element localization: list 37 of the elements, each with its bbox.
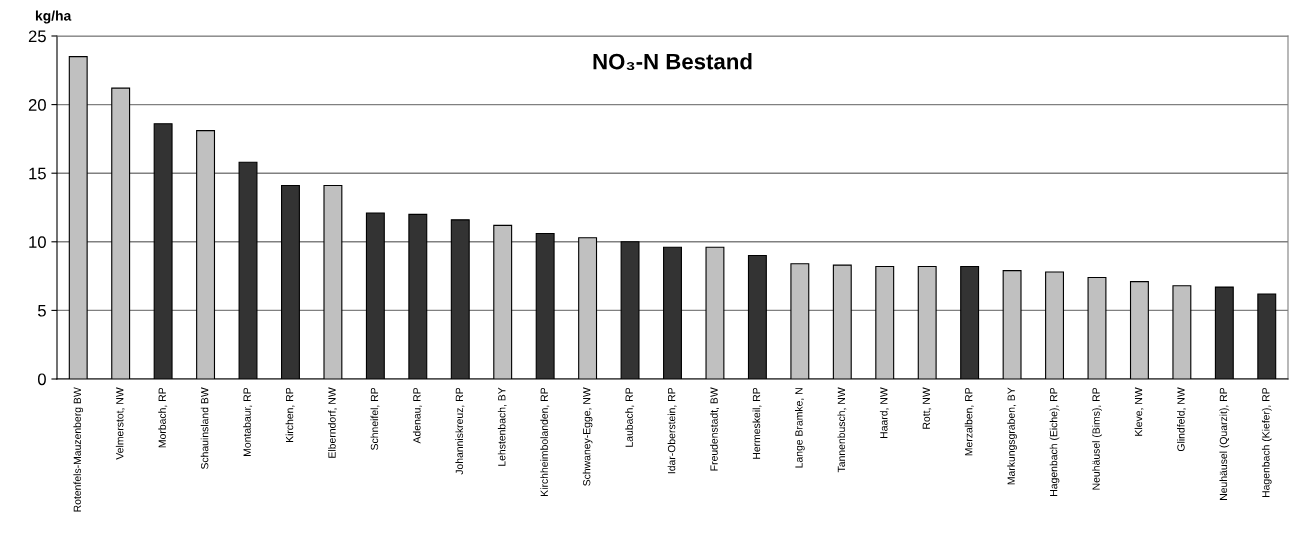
x-tick-label: Montabaur, RP — [243, 387, 253, 456]
x-tick-label: Velmerstot, NW — [115, 387, 125, 460]
x-tick-label: Schwaney-Egge, NW — [582, 387, 593, 486]
x-tick-label: Laubach, RP — [625, 387, 635, 447]
x-tick-label: Schauinsland BW — [200, 387, 209, 470]
text: NO₃-N Bestand — [593, 53, 752, 71]
y-tick-label: 0 — [37, 373, 46, 386]
x-tick-label: Rott, NW — [922, 387, 932, 429]
y-tick-label: 10 — [29, 236, 46, 248]
x-tick-label: Freudenstadt, BW — [710, 387, 719, 471]
y-tick-label: 20 — [28, 99, 46, 111]
x-tick-label: Merzalben, RP — [964, 387, 974, 456]
x-tick-label: Morbach, RP — [158, 387, 168, 448]
x-tick-label: Kleve, NW — [1134, 387, 1144, 436]
x-tick-label: Lehstenbach, BY — [497, 387, 507, 466]
x-tick-label: Adenau, RP — [412, 387, 422, 444]
x-tick-label: Idar-Oberstein, RP — [667, 387, 677, 474]
x-tick-label: Elberndorf, NW — [328, 387, 337, 458]
x-tick-label: Neuhäusel (Quarzit), RP — [1219, 387, 1230, 500]
y-tick-label: 5 — [37, 304, 46, 317]
x-tick-label: Haard, NW — [879, 387, 889, 438]
y-tick-label: 15 — [29, 167, 46, 180]
x-tick-label: Lange Bramke, N — [794, 388, 805, 468]
x-tick-label: Hagenbach (Kiefer), RP — [1261, 387, 1272, 498]
x-tick-label: Neuhäusel (Bims), RP — [1092, 387, 1102, 490]
x-tick-label: Kirchheimbolanden, RP — [540, 387, 550, 496]
x-tick-label: Schneifel, RP — [370, 387, 380, 450]
x-tick-label: Hermeskeil, RP — [752, 387, 762, 459]
x-tick-label: Markungsgraben, BY — [1007, 387, 1017, 485]
x-tick-label: Hagenbach (Eiche), RP — [1049, 387, 1060, 496]
y-tick-label: 25 — [28, 30, 46, 43]
x-tick-label: Kirchen, RP — [285, 387, 295, 443]
x-tick-label: Johanniskreuz, RP — [455, 387, 465, 475]
y-axis-title: kg/ha — [35, 10, 72, 24]
x-tick-label: Tannenbusch, NW — [837, 387, 847, 473]
x-tick-label: Rotenfels-Mauzenberg BW — [73, 387, 84, 512]
x-tick-label: Glindfeld, NW — [1177, 387, 1186, 452]
